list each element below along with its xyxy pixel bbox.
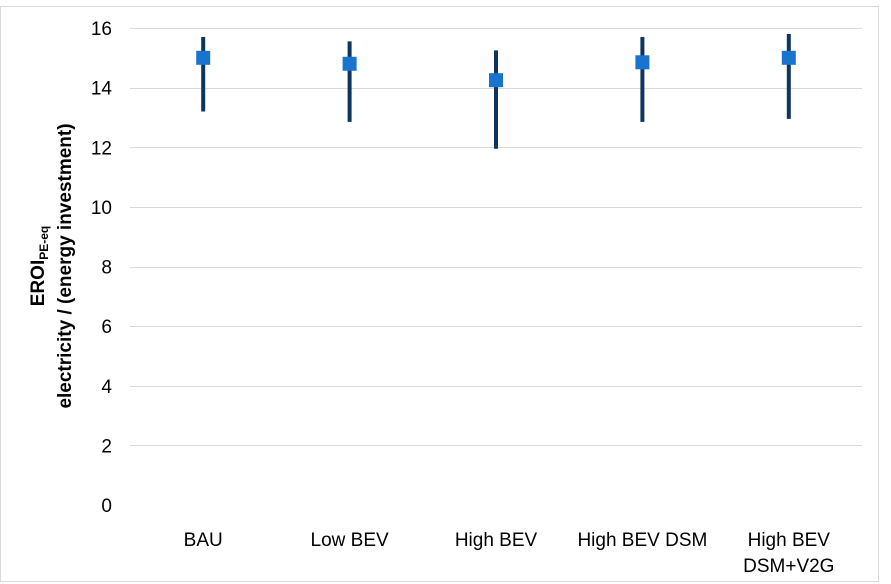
y-tick-label-16: 16 xyxy=(91,19,112,40)
y-tick-label-2: 2 xyxy=(101,436,112,457)
y-axis-label-subscript: PE-eq xyxy=(37,226,51,260)
x-tick-label-3: High BEV DSM xyxy=(577,530,707,551)
data-point-0 xyxy=(196,50,211,65)
y-axis-label-line2: electricity / (energy investment) xyxy=(55,123,76,408)
chart-frame xyxy=(0,6,879,582)
data-point-4 xyxy=(781,50,796,65)
error-bars xyxy=(201,33,791,149)
x-tick-label-4: High BEV xyxy=(748,530,831,551)
x-axis-ticks: BAU Low BEV High BEV High BEV DSM High BEV DS… xyxy=(184,530,835,577)
y-tick-label-0: 0 xyxy=(101,496,112,517)
y-tick-label-4: 4 xyxy=(101,377,112,398)
data-point-3 xyxy=(635,55,650,70)
data-points xyxy=(196,50,796,88)
y-axis-label: EROIPE-eq electricity / (energy investme… xyxy=(28,123,76,408)
x-tick-label-1: Low BEV xyxy=(311,530,389,551)
x-tick-label-0: BAU xyxy=(184,530,223,551)
y-axis-label-line1: EROIPE-eq xyxy=(28,226,51,306)
data-point-2 xyxy=(489,73,503,88)
y-axis-ticks: 0 2 4 6 8 10 12 14 16 xyxy=(91,19,113,517)
x-tick-label-2: High BEV xyxy=(455,530,538,551)
x-tick-label-4-line2: DSM+V2G xyxy=(743,556,834,577)
y-tick-label-10: 10 xyxy=(91,198,112,219)
y-tick-label-12: 12 xyxy=(91,138,112,159)
y-axis-label-main: EROI xyxy=(28,260,49,306)
y-tick-label-6: 6 xyxy=(101,317,112,338)
y-tick-label-8: 8 xyxy=(101,258,112,279)
y-tick-label-14: 14 xyxy=(91,79,113,100)
data-point-1 xyxy=(342,56,357,71)
